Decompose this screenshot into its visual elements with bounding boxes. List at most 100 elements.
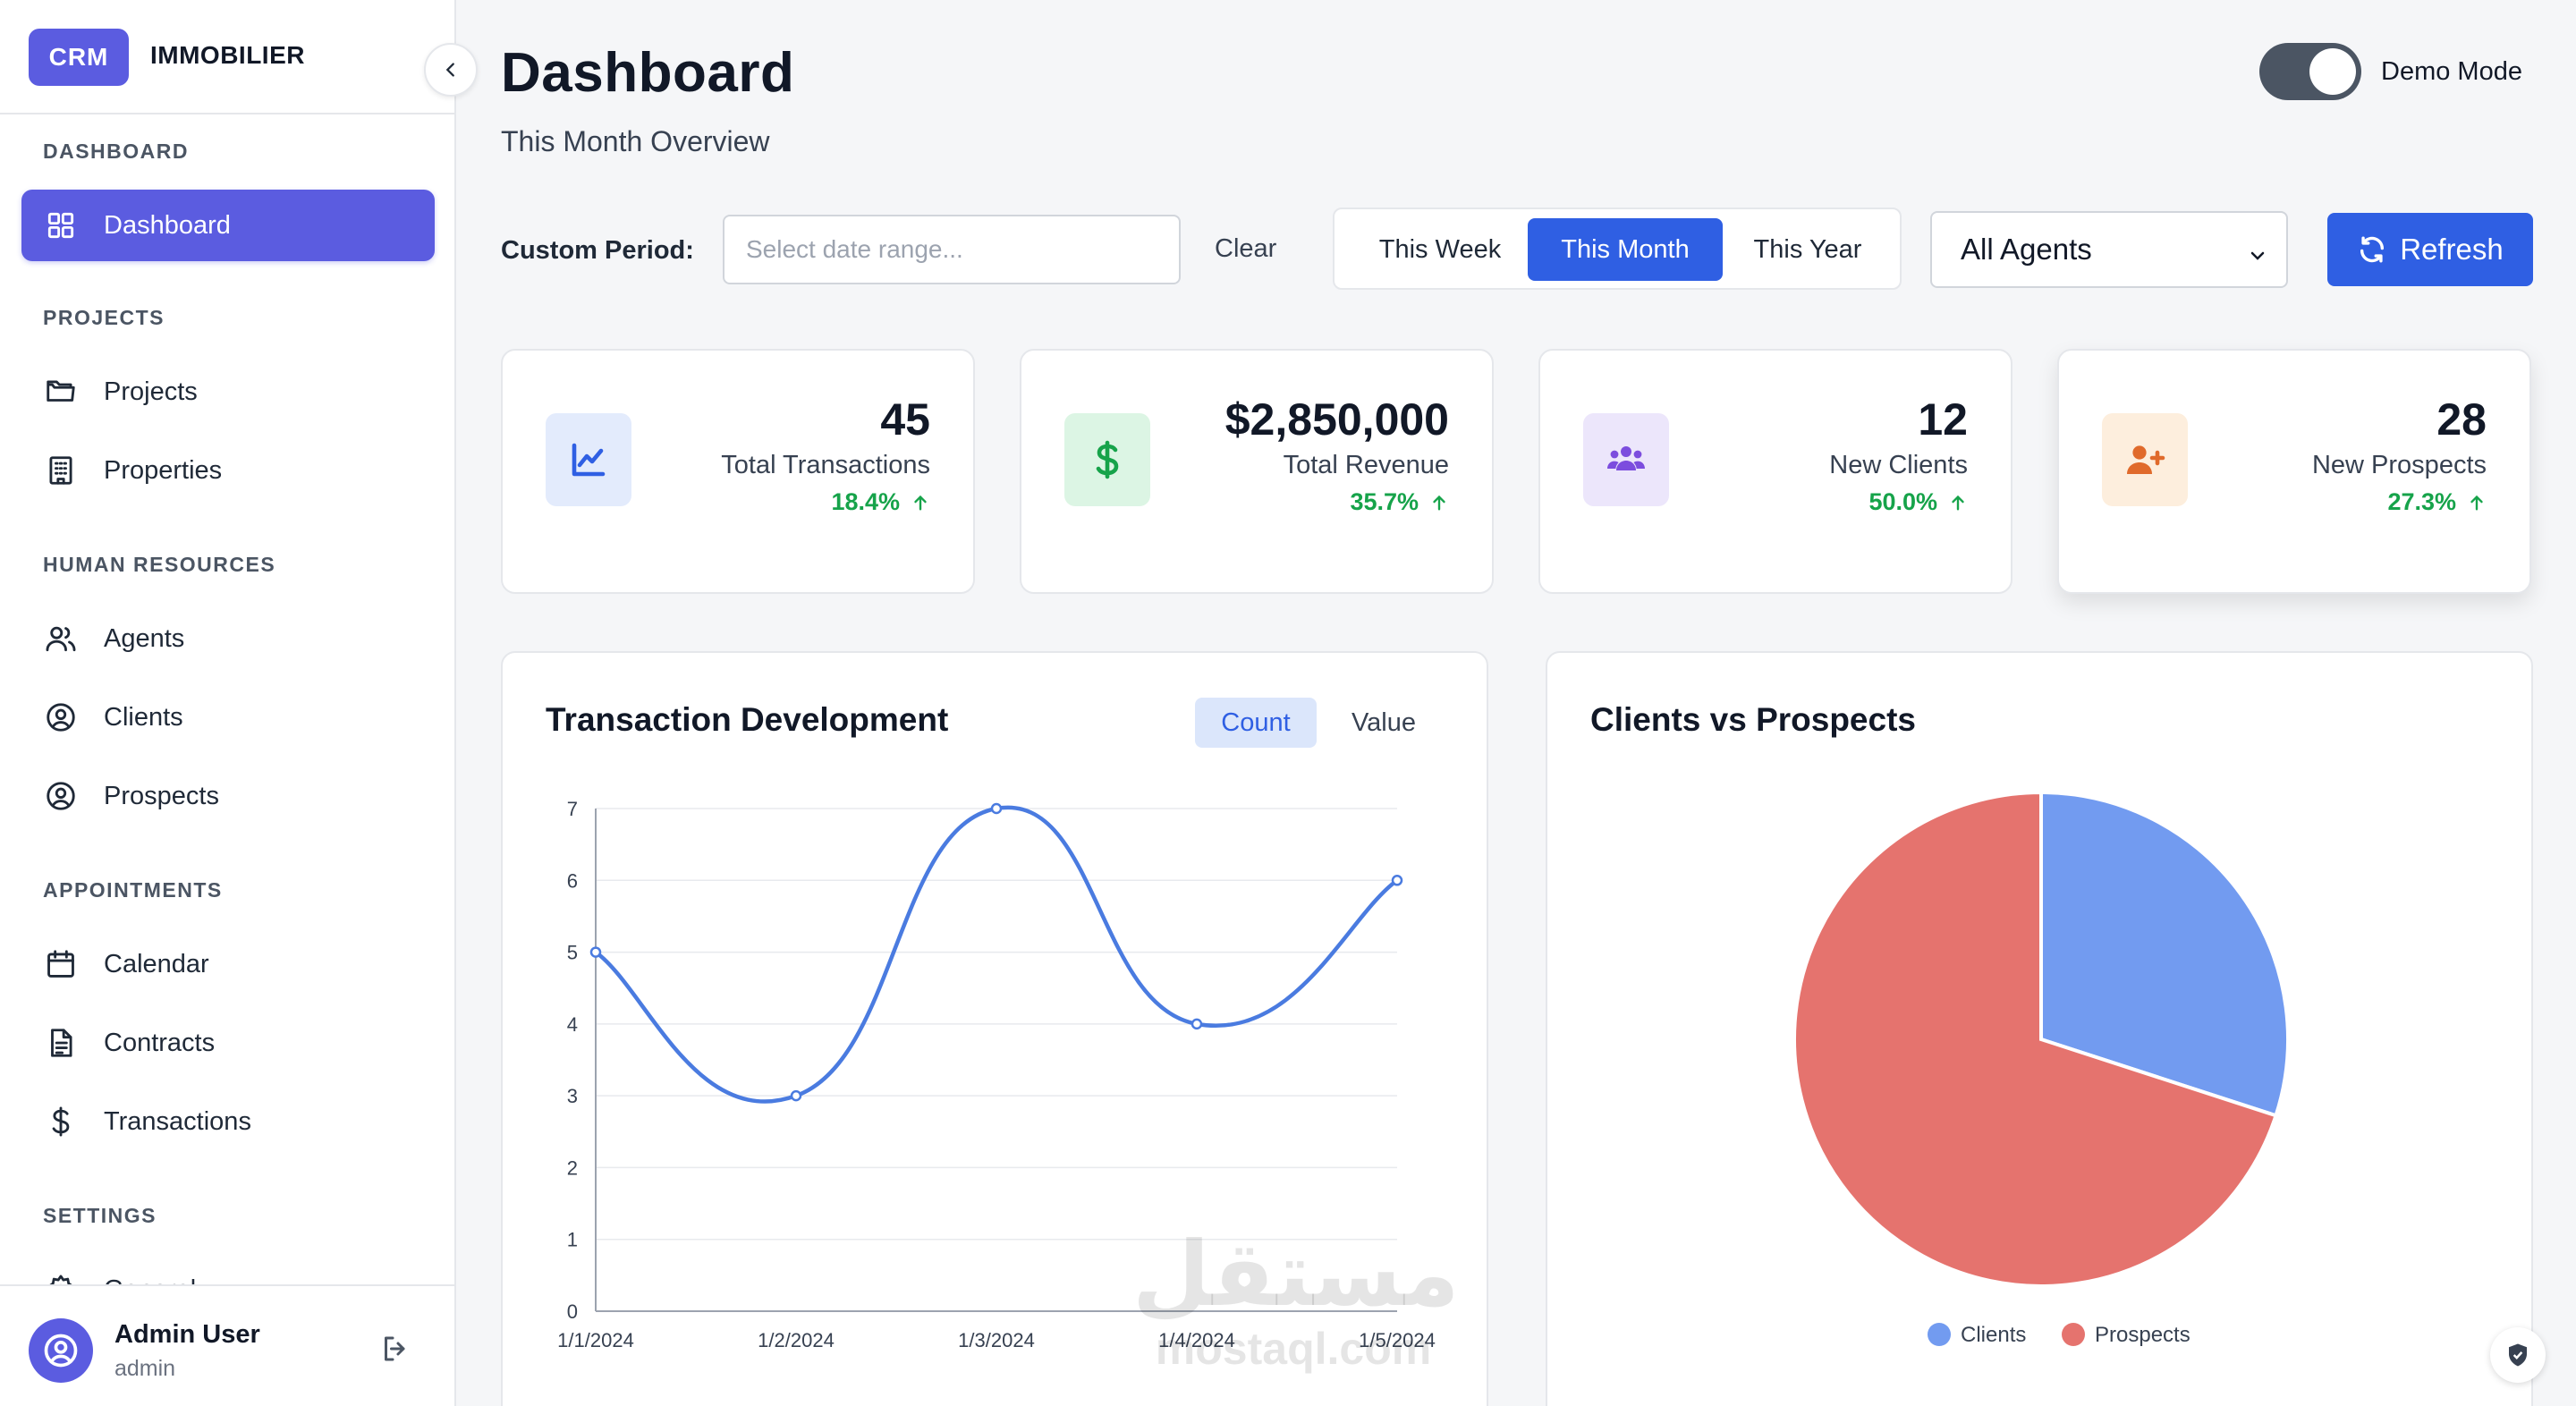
page-title: Dashboard bbox=[501, 42, 795, 104]
agent-select[interactable]: All Agents bbox=[1930, 211, 2288, 288]
period-selector: This Week This Month This Year bbox=[1333, 208, 1902, 290]
data-point bbox=[790, 1089, 802, 1102]
sidebar-item-transactions[interactable]: Transactions bbox=[21, 1086, 435, 1157]
sidebar-section-settings: SETTINGS bbox=[43, 1204, 157, 1227]
stat-value: $2,850,000 bbox=[1224, 394, 1449, 445]
legend-swatch-clients bbox=[1928, 1323, 1951, 1346]
grid-icon bbox=[43, 208, 79, 243]
watermark: مستقل mostaql.com bbox=[1132, 1222, 1460, 1377]
sidebar-item-label: Calendar bbox=[104, 949, 209, 978]
chart-line-icon bbox=[546, 413, 631, 506]
sidebar-item-label: Transactions bbox=[104, 1106, 251, 1136]
user-name: Admin User bbox=[114, 1320, 260, 1349]
series-line bbox=[594, 805, 1399, 1104]
clear-button[interactable]: Clear bbox=[1215, 234, 1277, 263]
watermark-latin: mostaql.com bbox=[1155, 1324, 1432, 1374]
sidebar-item-calendar[interactable]: Calendar bbox=[21, 928, 435, 1000]
calendar-icon bbox=[43, 946, 79, 982]
pie-chart-title: Clients vs Prospects bbox=[1590, 701, 1916, 738]
period-this-week[interactable]: This Week bbox=[1378, 234, 1502, 264]
stat-card-total-revenue: $2,850,000 Total Revenue 35.7% bbox=[1020, 349, 1494, 594]
transaction-line-chart: 0 1 2 3 4 5 6 7 1/1/2024 1/2/2024 1/3/2024 1/4/2024… bbox=[557, 798, 1436, 1351]
date-range-input[interactable] bbox=[723, 215, 1181, 284]
sidebar-item-contracts[interactable]: Contracts bbox=[21, 1007, 435, 1079]
legend-swatch-prospects bbox=[2062, 1323, 2085, 1346]
data-point bbox=[1391, 875, 1403, 886]
toggle-count[interactable]: Count bbox=[1195, 698, 1317, 748]
watermark-arabic: مستقل bbox=[1132, 1222, 1460, 1326]
clients-prospects-pie-chart: Clients Prospects bbox=[1792, 790, 2290, 1347]
sidebar: CRM IMMOBILIER DASHBOARD Dashboard PROJECT… bbox=[0, 0, 456, 1406]
sidebar-footer: Admin User admin bbox=[0, 1284, 454, 1406]
y-tick-label: 7 bbox=[567, 798, 578, 820]
refresh-label: Refresh bbox=[2400, 233, 2504, 266]
sidebar-item-prospects[interactable]: Prospects bbox=[21, 760, 435, 832]
sidebar-section-human-resources: HUMAN RESOURCES bbox=[43, 553, 276, 576]
stat-value: 28 bbox=[2436, 394, 2487, 445]
transaction-development-panel: Transaction Development Count Value 0 1 2 3… bbox=[501, 651, 1488, 1406]
transaction-chart-title: Transaction Development bbox=[546, 701, 949, 738]
pie-slice-clients bbox=[2039, 790, 2290, 1118]
sidebar-item-label: Properties bbox=[104, 455, 223, 485]
stat-change: 35.7% bbox=[1350, 488, 1449, 516]
dollar-icon bbox=[1064, 413, 1150, 506]
sidebar-header: CRM IMMOBILIER bbox=[0, 0, 454, 114]
sidebar-section-dashboard: DASHBOARD bbox=[43, 140, 189, 163]
stat-value: 12 bbox=[1918, 394, 1968, 445]
sidebar-section-projects: PROJECTS bbox=[43, 306, 165, 329]
arrow-up-icon bbox=[1429, 493, 1449, 512]
stat-card-total-transactions: 45 Total Transactions 18.4% bbox=[501, 349, 975, 594]
avatar[interactable] bbox=[29, 1318, 93, 1383]
shield-icon bbox=[2509, 1343, 2527, 1367]
arrow-up-icon bbox=[911, 493, 930, 512]
y-tick-label: 4 bbox=[567, 1013, 578, 1036]
sidebar-item-label: Agents bbox=[104, 623, 185, 653]
period-this-year[interactable]: This Year bbox=[1753, 234, 1862, 264]
sidebar-item-label: Projects bbox=[104, 377, 198, 406]
pie-slice-prospects bbox=[1792, 790, 2279, 1288]
y-tick-label: 6 bbox=[567, 869, 578, 892]
toggle-value[interactable]: Value bbox=[1351, 707, 1417, 737]
data-point bbox=[990, 802, 1003, 815]
y-tick-label: 2 bbox=[567, 1156, 578, 1179]
stat-label: Total Revenue bbox=[1283, 451, 1449, 479]
stat-change-value: 18.4% bbox=[831, 488, 900, 515]
period-this-month[interactable]: This Month bbox=[1528, 218, 1723, 281]
user-circle-icon bbox=[43, 699, 79, 735]
building-icon bbox=[43, 453, 79, 488]
x-tick-label: 1/1/2024 bbox=[557, 1329, 634, 1351]
stat-label: New Prospects bbox=[2311, 451, 2487, 479]
logout-icon bbox=[385, 1336, 405, 1361]
refresh-icon bbox=[2357, 234, 2387, 265]
legend-label-prospects: Prospects bbox=[2095, 1323, 2190, 1347]
clients-vs-prospects-panel: Clients vs Prospects Clients Prospects bbox=[1546, 651, 2533, 1406]
stat-change: 50.0% bbox=[1868, 488, 1968, 516]
demo-mode-toggle[interactable] bbox=[2259, 43, 2361, 100]
arrow-up-icon bbox=[1948, 493, 1968, 512]
users-icon bbox=[1583, 413, 1669, 506]
sidebar-item-dashboard[interactable]: Dashboard bbox=[21, 190, 435, 261]
sidebar-item-label: Prospects bbox=[104, 781, 219, 810]
dollar-icon bbox=[43, 1104, 79, 1139]
sidebar-item-label: Contracts bbox=[104, 1028, 216, 1057]
sidebar-item-label: Clients bbox=[104, 702, 183, 732]
chevron-down-icon bbox=[2247, 240, 2268, 274]
document-icon bbox=[43, 1025, 79, 1061]
sidebar-item-clients[interactable]: Clients bbox=[21, 682, 435, 753]
sidebar-item-agents[interactable]: Agents bbox=[21, 603, 435, 674]
refresh-button[interactable]: Refresh bbox=[2327, 213, 2533, 286]
stat-change: 27.3% bbox=[2387, 488, 2487, 516]
logout-button[interactable] bbox=[379, 1333, 415, 1368]
arrow-up-icon bbox=[2467, 493, 2487, 512]
stat-change: 18.4% bbox=[831, 488, 930, 516]
x-tick-label: 1/2/2024 bbox=[758, 1329, 835, 1351]
x-tick-label: 1/4/2024 bbox=[1158, 1329, 1235, 1351]
security-badge[interactable] bbox=[2490, 1327, 2546, 1383]
y-tick-label: 0 bbox=[567, 1300, 578, 1323]
collapse-sidebar-button[interactable] bbox=[424, 43, 478, 97]
folder-icon bbox=[43, 374, 79, 410]
stat-change-value: 50.0% bbox=[1868, 488, 1937, 515]
users-icon bbox=[43, 621, 79, 656]
sidebar-item-projects[interactable]: Projects bbox=[21, 356, 435, 428]
sidebar-item-properties[interactable]: Properties bbox=[21, 435, 435, 506]
